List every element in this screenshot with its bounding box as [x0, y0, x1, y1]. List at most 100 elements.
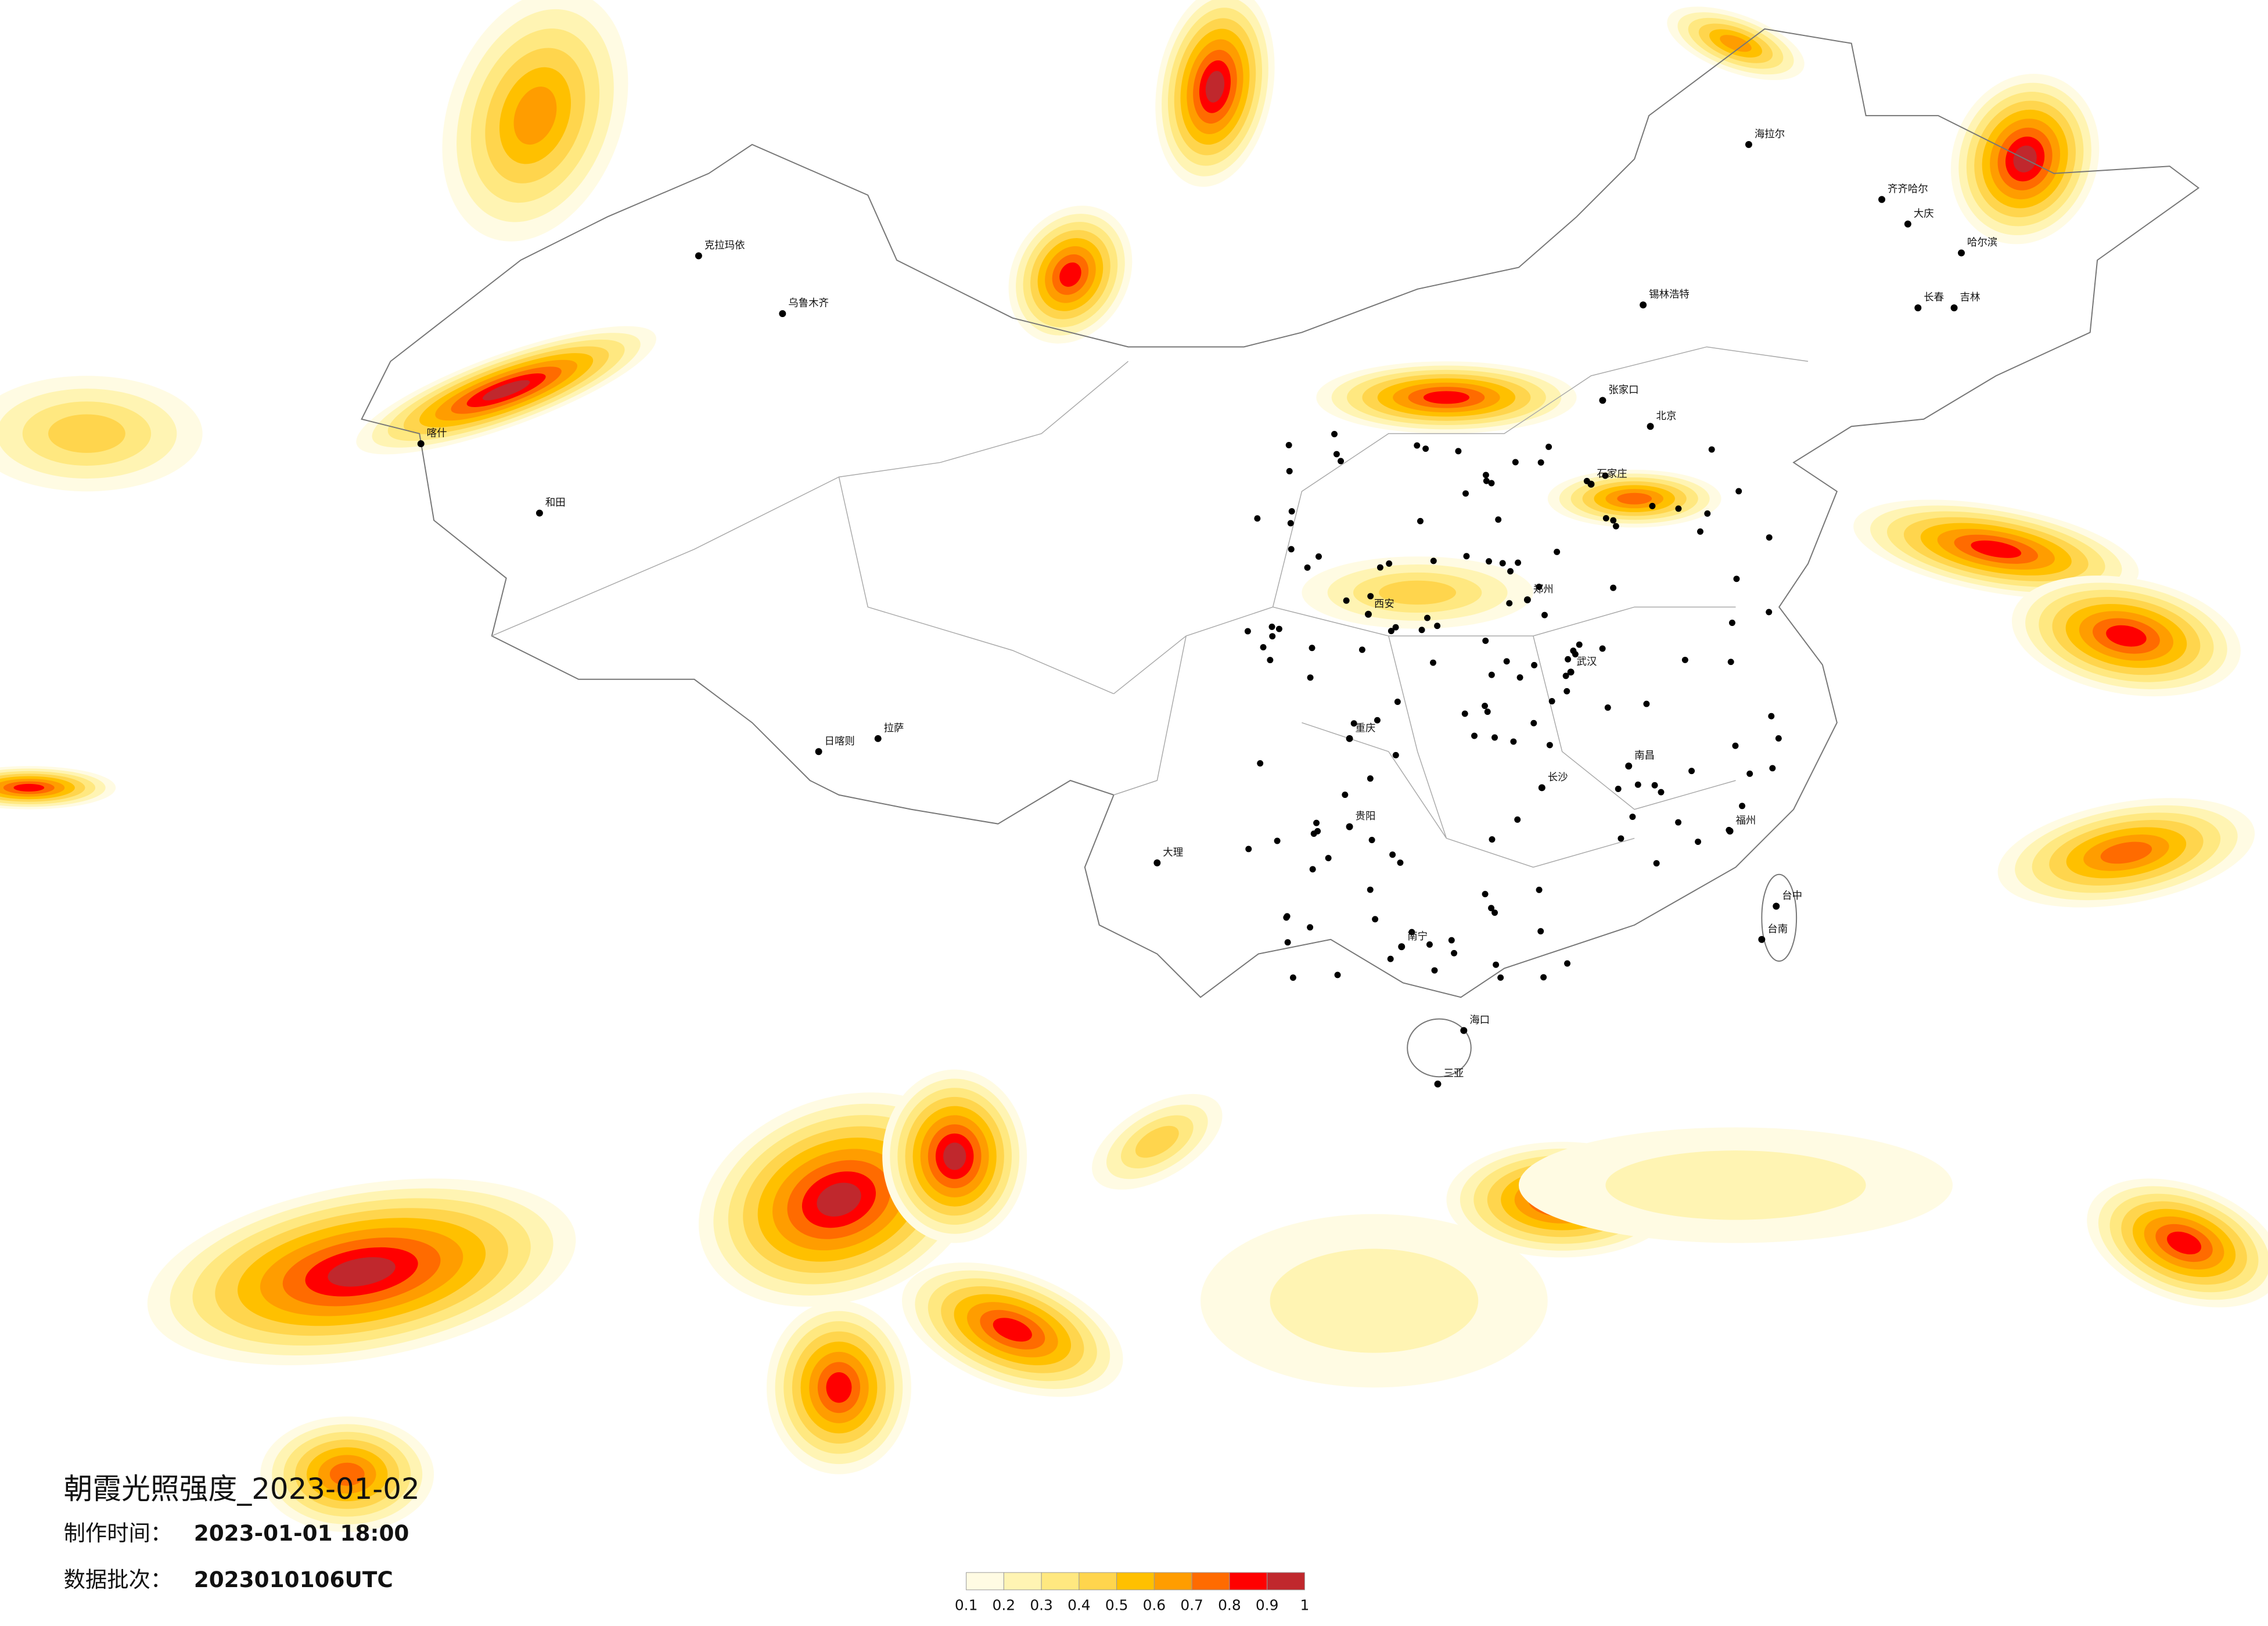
heat-patch: [1720, 35, 1752, 52]
city-label: 大庆: [1914, 208, 1934, 220]
city-dot: [1461, 710, 1468, 717]
city-dot: [1640, 301, 1647, 309]
city-dot: [1540, 974, 1547, 981]
city-dot: [1495, 516, 1502, 523]
city-dot: [1424, 614, 1430, 621]
heat-patch: [2167, 1231, 2202, 1255]
city-dot: [1387, 955, 1394, 962]
city-dot: [1658, 789, 1665, 796]
city-dot: [1488, 905, 1495, 912]
heat-patch: [943, 1142, 966, 1170]
city-label: 武汉: [1577, 656, 1597, 668]
city-dot: [1260, 644, 1267, 651]
city-dot: [1610, 517, 1617, 524]
city-dot: [1675, 819, 1682, 826]
heat-patch: [482, 380, 530, 401]
city-dot: [1257, 760, 1264, 767]
city-dot: [1275, 625, 1282, 632]
city-dot: [1244, 628, 1251, 635]
city-dot: [1367, 593, 1374, 600]
city-dot: [1675, 505, 1682, 512]
city-dot: [1491, 734, 1498, 741]
city-dot: [1286, 467, 1293, 474]
city-dot: [1350, 720, 1357, 727]
heat-patch: [1605, 1150, 1866, 1220]
city-label: 长沙: [1548, 772, 1568, 783]
city-dot: [1488, 671, 1495, 678]
city-label: 郑州: [1533, 584, 1554, 595]
city-dot: [1486, 558, 1493, 565]
city-dot: [1766, 609, 1773, 616]
city-dot: [1245, 846, 1252, 852]
city-dot: [1338, 458, 1345, 465]
legend-swatch: [1079, 1572, 1117, 1591]
city-label: 三亚: [1443, 1068, 1464, 1080]
city-label: 北京: [1656, 411, 1677, 422]
city-dot: [1268, 623, 1275, 630]
city-dot: [1422, 445, 1429, 452]
city-dot: [1958, 249, 1965, 257]
city-label: 和田: [545, 497, 566, 509]
city-dot: [1576, 641, 1583, 648]
city-dot: [1434, 623, 1441, 629]
city-dot: [1325, 855, 1332, 862]
city-dot: [1775, 735, 1782, 742]
city-dot: [1471, 732, 1478, 739]
city-dot: [1545, 443, 1552, 450]
heat-patch: [826, 1372, 852, 1403]
city-dot: [1463, 553, 1470, 560]
city-label: 重庆: [1356, 722, 1376, 734]
city-label: 拉萨: [884, 722, 904, 734]
city-dot: [1284, 939, 1291, 946]
made-value: 2023-01-01 18:00: [194, 1520, 409, 1546]
city-dot: [1612, 523, 1619, 530]
city-dot: [1287, 520, 1294, 527]
city-label: 石家庄: [1597, 468, 1627, 480]
legend-swatch: [1041, 1572, 1080, 1591]
legend-tick-label: 0.8: [1218, 1597, 1241, 1614]
city-dot: [1482, 703, 1489, 710]
city-dot: [1491, 909, 1498, 916]
legend-swatch: [1153, 1572, 1192, 1591]
city-dot: [1484, 708, 1491, 715]
city-dot: [1732, 742, 1739, 749]
city-dot: [1482, 637, 1489, 644]
city-dot: [1530, 720, 1537, 726]
city-dot: [1414, 442, 1421, 449]
city-dot: [1313, 819, 1320, 826]
city-dot: [1564, 960, 1570, 967]
heat-patch: [48, 414, 125, 453]
batch-label: 数据批次：: [64, 1567, 172, 1592]
city-dot: [1546, 742, 1553, 749]
city-dot: [1681, 656, 1688, 663]
city-dot: [1649, 502, 1656, 509]
city-dot: [1727, 659, 1734, 665]
legend: 0.1 0.2 0.3 0.4 0.5 0.6 0.7 0.8 0.9 1: [955, 1572, 1309, 1614]
city-dot: [1334, 972, 1341, 979]
city-dot: [1431, 967, 1438, 974]
city-dot: [1288, 508, 1295, 515]
batch-value: 2023010106UTC: [194, 1567, 393, 1592]
heat-patch: [1617, 492, 1652, 505]
made-label: 制作时间：: [64, 1520, 172, 1546]
city-dot: [1283, 914, 1290, 921]
heat-patch: [329, 1462, 365, 1486]
city-dot: [1514, 816, 1521, 823]
city-dot: [1289, 974, 1296, 981]
city-dot: [1610, 584, 1617, 591]
legend-tick-label: 0.4: [1067, 1597, 1091, 1614]
city-dot: [1331, 431, 1338, 437]
city-label: 南宁: [1407, 931, 1428, 942]
city-dot: [1604, 704, 1611, 711]
city-dot: [1536, 584, 1543, 591]
city-dot: [779, 310, 786, 318]
city-dot: [1304, 564, 1311, 571]
city-dot: [1768, 713, 1775, 720]
heat-patch: [1423, 391, 1469, 404]
heat-patch: [1971, 540, 2022, 558]
city-dot: [1254, 515, 1261, 522]
city-dot: [1499, 560, 1506, 567]
city-dot: [1602, 515, 1609, 521]
city-dot: [1358, 646, 1365, 653]
